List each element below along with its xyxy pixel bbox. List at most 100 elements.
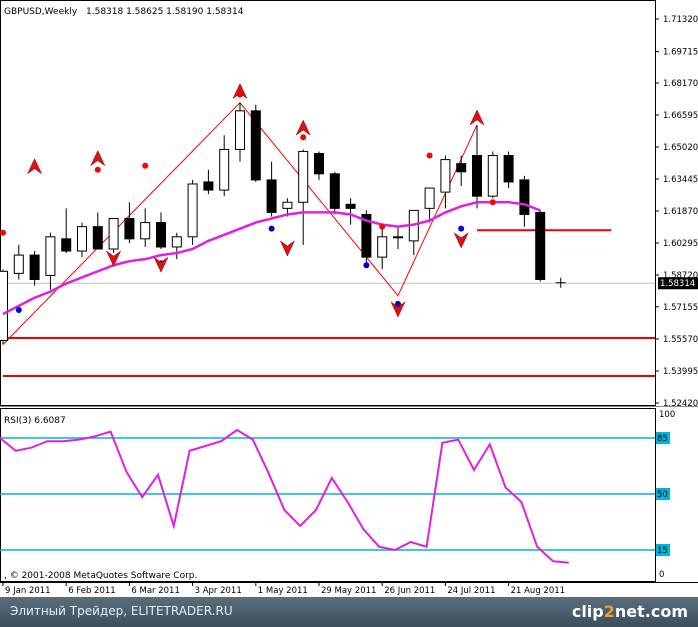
axis-layer: 1.71320 1.69715 1.68170 1.66595 1.65020 1.634… [2,15,698,596]
candle [45,232,56,290]
candle [519,175,530,227]
footer-bar: Элитный Трейдер, ELITETRADER.RU clip2net… [0,597,698,627]
candle-body [503,155,514,183]
fractal-down-dot [268,225,275,232]
rsi-level-box [656,432,670,444]
arrow-up-marker [26,158,43,175]
candle [171,232,182,260]
candle-body [108,218,119,250]
rsi-level-label: 85 [657,434,668,444]
candle [219,135,230,197]
price-axis-label: 1.66595 [663,111,698,121]
candle-body [377,236,388,258]
candle-body [535,211,546,280]
candle-body [393,236,403,239]
arrow-down-marker [453,232,469,249]
candle-body [171,236,182,248]
candle-body [77,226,87,252]
candle-body [456,163,467,173]
candle-body [487,155,498,197]
fractal-up-dot [94,166,101,173]
candle-body [345,203,356,209]
price-axis-label: 1.57155 [663,303,698,313]
candle [61,208,72,254]
candle [503,151,514,189]
price-axis-label: 1.55570 [663,335,698,345]
symbol-timeframe-label: GBPUSD,Weekly [4,7,78,17]
rsi-axis-label: 0 [659,570,664,580]
candle-body [219,148,230,191]
candle [535,210,546,282]
time-axis-label: 9 Jan 2011 [5,586,51,596]
time-axis-label: 6 Feb 2011 [68,586,116,596]
candle-body [424,187,435,209]
candle [140,208,151,247]
candle-body [203,181,214,191]
candle [108,218,119,254]
candle-body [282,201,293,209]
clip2net-logo: clip2net.com [571,602,688,621]
time-axis-label: 1 May 2011 [258,586,308,596]
candle [29,251,40,286]
candle [456,155,467,187]
candle-body [329,173,340,209]
current-price-box [658,277,698,290]
price-axis-label: 1.53995 [663,367,698,377]
fractal-up-dot [142,162,149,169]
time-axis-label: 6 Mar 2011 [131,586,179,596]
rsi-title: RSI(3) 6.6087 [4,416,66,426]
price-axis-label: 1.61870 [663,207,698,217]
arrow-down-marker [105,250,122,267]
candle-body [472,155,482,197]
time-axis-label: 21 Aug 2011 [511,586,565,596]
price-axis-label: 1.65020 [663,143,698,153]
candle [13,244,24,280]
ohlc-readout: 1.58318 1.58625 1.58190 1.58314 [86,7,244,17]
time-axis-label: 3 Apr 2011 [195,586,242,596]
fractal-down-dot [363,262,370,269]
fractal-down-dot [15,306,22,313]
candle [329,171,340,215]
candle [156,212,166,249]
candle [345,198,356,225]
rsi-axis-label: 100 [659,410,675,420]
candle-body [187,183,198,238]
fractal-up-dot [489,199,496,206]
rsi-panel-frame [0,408,656,582]
price-axis-label: 1.63445 [663,175,698,185]
arrow-down-marker [390,301,406,318]
candle-body [61,238,72,252]
candle [203,169,214,195]
price-panel-frame [0,0,656,406]
current-price-label: 1.58314 [660,279,695,289]
rsi-line [0,428,569,564]
candle-body [440,159,451,193]
candle [314,151,324,180]
candle-body [266,179,277,213]
candle [124,202,135,243]
fractal-up-dot [426,152,433,159]
arrow-down-marker [153,256,169,273]
candle [393,226,403,249]
candle-body [250,110,261,181]
price-axis-label: 1.71320 [663,15,698,25]
price-axis-label: 1.58720 [663,271,698,281]
arrow-up-marker [295,119,311,136]
candle-body [156,222,166,248]
candle-body [519,179,530,215]
copyright-label: , © 2001-2008 MetaQuotes Software Corp. [4,571,197,581]
arrow-up-marker [90,150,106,167]
arrow-down-marker [279,240,296,257]
watermark-text: Элитный Трейдер, ELITETRADER.RU [10,604,233,618]
price-axis-label: 1.68170 [663,79,698,89]
rsi-layer: 85 50 15 100 0 [0,410,675,580]
price-axis-label: 1.52420 [663,399,698,409]
candle-body [0,270,8,341]
candle-body [298,150,309,203]
candle [0,269,8,345]
candle [235,102,245,162]
rsi-level-box [656,544,670,556]
price-axis-label: 1.69715 [663,48,698,58]
arrow-up-marker [232,82,248,100]
candle [440,155,451,209]
